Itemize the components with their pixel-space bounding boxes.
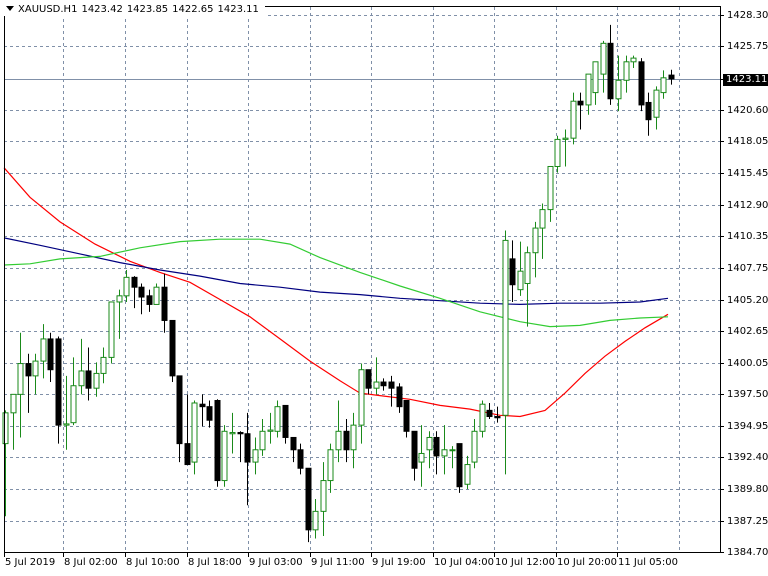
price-tick-label: 1405.20 [727, 294, 768, 306]
axis-ticks [4, 15, 724, 557]
collapse-triangle-icon[interactable] [6, 6, 14, 11]
moving-averages [3, 167, 669, 418]
price-tick-label: 1389.80 [727, 483, 768, 495]
price-tick-label: 1400.05 [727, 357, 768, 369]
price-tick-label: 1387.25 [727, 515, 768, 527]
high-value: 1423.85 [126, 4, 169, 15]
price-tick-label: 1402.65 [727, 325, 768, 337]
time-tick-label: 10 Jul 12:00 [495, 557, 555, 568]
time-tick-label: 5 Jul 2019 [5, 557, 56, 568]
time-tick-label: 8 Jul 10:00 [126, 557, 180, 568]
open-value: 1423.42 [81, 4, 123, 15]
time-tick-label: 9 Jul 03:00 [249, 557, 303, 568]
price-tick-label: 1384.70 [727, 546, 768, 558]
price-tick-label: 1407.75 [727, 262, 768, 274]
time-tick-label: 8 Jul 02:00 [64, 557, 118, 568]
price-tick-label: 1410.35 [727, 230, 768, 242]
price-tick-label: 1428.30 [727, 9, 768, 21]
price-tick-label: 1418.05 [727, 135, 768, 147]
price-tick-label: 1394.95 [727, 420, 768, 432]
low-value: 1422.65 [172, 4, 214, 15]
time-tick-label: 9 Jul 11:00 [311, 557, 365, 568]
price-tick-label: 1392.40 [727, 451, 768, 463]
price-tick-label: 1420.60 [727, 104, 768, 116]
time-tick-label: 10 Jul 20:00 [557, 557, 617, 568]
close-value: 1423.11 [217, 4, 259, 15]
time-tick-label: 11 Jul 05:00 [618, 557, 678, 568]
current-price-tag: 1423.11 [723, 73, 768, 86]
chart-frame [4, 6, 721, 553]
candlesticks [2, 24, 675, 543]
symbol-label: XAUUSD.H1 [18, 4, 78, 15]
price-tick-label: 1425.75 [727, 40, 768, 52]
price-tick-label: 1412.90 [727, 199, 768, 211]
time-tick-label: 8 Jul 18:00 [188, 557, 242, 568]
price-tick-label: 1397.50 [727, 388, 768, 400]
time-tick-label: 10 Jul 04:00 [434, 557, 494, 568]
chart-title-bar: XAUUSD.H1 1423.42 1423.85 1422.65 1423.11 [4, 4, 265, 16]
price-tick-label: 1415.45 [727, 167, 768, 179]
time-tick-label: 9 Jul 19:00 [372, 557, 426, 568]
